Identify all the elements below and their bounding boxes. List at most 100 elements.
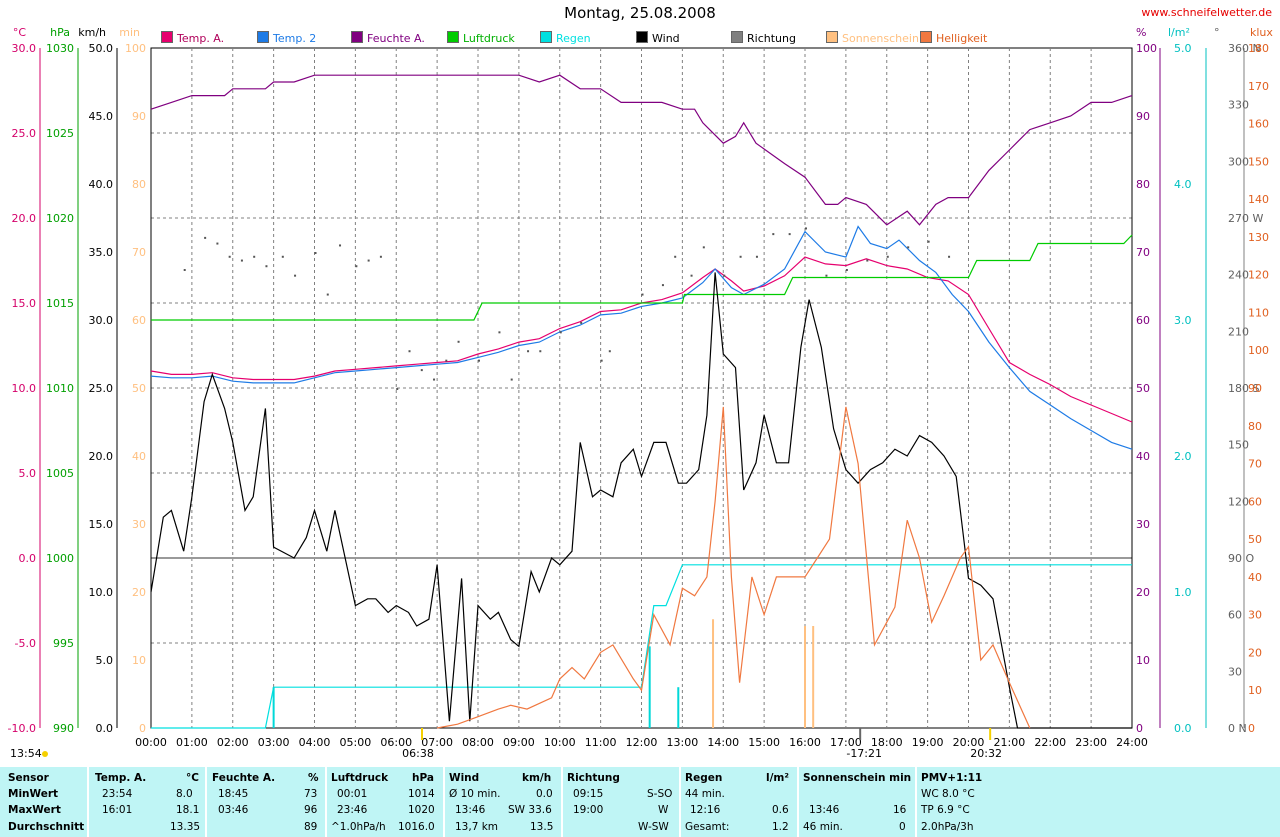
lux-tick: 120 <box>1248 269 1269 282</box>
lux-tick: 10 <box>1248 684 1262 697</box>
direction-dot <box>539 350 542 353</box>
hum-tick: 0 <box>1136 722 1143 735</box>
direction-dot <box>433 378 436 381</box>
rain-total-val: 1.2 <box>772 821 789 833</box>
temp-tick: 10.0 <box>12 382 37 395</box>
press-tick: 1025 <box>46 127 74 140</box>
direction-dot <box>608 350 611 353</box>
press-tick: 1015 <box>46 297 74 310</box>
min-wind-label: Ø 10 min. <box>449 788 501 800</box>
time-tick: 03:00 <box>258 736 290 749</box>
legend-swatch <box>257 31 269 43</box>
series-wind <box>150 272 1132 729</box>
temp-tick: 20.0 <box>12 212 37 225</box>
lux-tick: 70 <box>1248 458 1262 471</box>
time-tick: 10:00 <box>544 736 576 749</box>
legend-swatch <box>161 31 173 43</box>
direction-dot <box>478 359 480 362</box>
temp-unit: °C <box>13 26 27 39</box>
max-pmv: TP 6.9 °C <box>921 804 970 816</box>
hum-unit: % <box>1136 26 1146 39</box>
direction-dot <box>674 255 677 258</box>
direction-dot <box>886 255 889 258</box>
sun-tick: 60 <box>132 314 146 327</box>
avg-label: Durchschnitt <box>8 821 85 833</box>
legend-item: Sonnenschein <box>826 31 919 45</box>
legend-swatch <box>447 31 459 43</box>
lux-tick: 60 <box>1248 495 1262 508</box>
press-tick: 1020 <box>46 212 74 225</box>
hdr-press: Luftdruck <box>331 772 389 784</box>
direction-dot <box>772 233 775 236</box>
legend-label: Temp. A. <box>177 32 225 45</box>
hum-tick: 20 <box>1136 586 1150 599</box>
hdr-wind: Wind <box>449 772 480 784</box>
max-dir-val: W <box>658 804 669 816</box>
max-sun-val: 16 <box>893 804 907 816</box>
lux-tick: 20 <box>1248 646 1262 659</box>
series-feuchte-a- <box>150 74 1133 226</box>
wind-unit: km/h <box>78 26 106 39</box>
direction-dot <box>755 255 758 258</box>
hum-tick: 40 <box>1136 450 1150 463</box>
lux-tick: 110 <box>1248 306 1269 319</box>
lux-tick: 170 <box>1248 80 1269 93</box>
min-dir-val: S-SO <box>647 788 673 800</box>
avg-hum-val: 89 <box>304 821 318 833</box>
direction-dot <box>445 359 448 362</box>
min-wind-val: 0.0 <box>536 788 553 800</box>
max-hum-time: 03:46 <box>218 804 249 816</box>
max-wind-val: SW 33.6 <box>508 804 552 816</box>
sun-tick: 10 <box>132 654 146 667</box>
series-temp-a- <box>150 256 1133 423</box>
legend-item: Feuchte A. <box>351 31 425 45</box>
direction-dot <box>788 233 791 236</box>
wind-tick: 25.0 <box>89 382 114 395</box>
sun-unit: min <box>119 26 140 39</box>
dir-tick: 360 N <box>1228 42 1261 55</box>
min-pmv: WC 8.0 °C <box>921 788 975 800</box>
lux-tick: 150 <box>1248 155 1269 168</box>
avg-wind-val: 13.5 <box>530 821 554 833</box>
time-tick: 19:00 <box>912 736 944 749</box>
sun-tick: 30 <box>132 518 146 531</box>
direction-dot <box>420 369 423 372</box>
site-link[interactable]: www.schneifelwetter.de <box>1141 6 1272 19</box>
rain-tick: 1.0 <box>1174 586 1192 599</box>
direction-dot <box>457 340 460 343</box>
wind-tick: 5.0 <box>96 654 114 667</box>
series-helligkeit <box>436 406 1031 729</box>
direction-dot <box>228 255 231 258</box>
dir-tick: 270 W <box>1228 212 1263 225</box>
legend-item: Luftdruck <box>447 31 515 45</box>
rain-tick: 5.0 <box>1174 42 1192 55</box>
time-tick: 14:00 <box>707 736 739 749</box>
legend-label: Regen <box>556 32 591 45</box>
sun-tick: 50 <box>132 382 146 395</box>
wind-tick: 15.0 <box>89 518 114 531</box>
sun-icon <box>42 751 48 757</box>
noon-marker: -17:21 <box>846 747 882 760</box>
time-tick: 08:00 <box>462 736 494 749</box>
lux-tick: 180 <box>1248 42 1269 55</box>
hdr-pmv: PMV+1:11 <box>921 772 983 784</box>
legend-item: Temp. A. <box>161 31 224 45</box>
dir-tick: 210 <box>1228 325 1249 338</box>
direction-dot <box>314 252 317 254</box>
max-press-val: 1020 <box>408 804 435 816</box>
hdr-hum-unit: % <box>308 772 319 784</box>
legend-label: Luftdruck <box>463 32 515 45</box>
time-tick: 18:00 <box>871 736 903 749</box>
direction-dot <box>281 255 284 258</box>
hum-tick: 30 <box>1136 518 1150 531</box>
min-temp-val: 8.0 <box>176 788 193 800</box>
dir-tick: 120 <box>1228 495 1249 508</box>
time-tick: 04:00 <box>299 736 331 749</box>
legend-item: Regen <box>540 31 591 45</box>
wind-tick: 35.0 <box>89 246 114 259</box>
lux-tick: 90 <box>1248 382 1262 395</box>
dir-tick: 240 <box>1228 269 1249 282</box>
direction-dot <box>396 388 399 390</box>
direction-dot <box>580 321 583 324</box>
time-tick: 11:00 <box>585 736 617 749</box>
